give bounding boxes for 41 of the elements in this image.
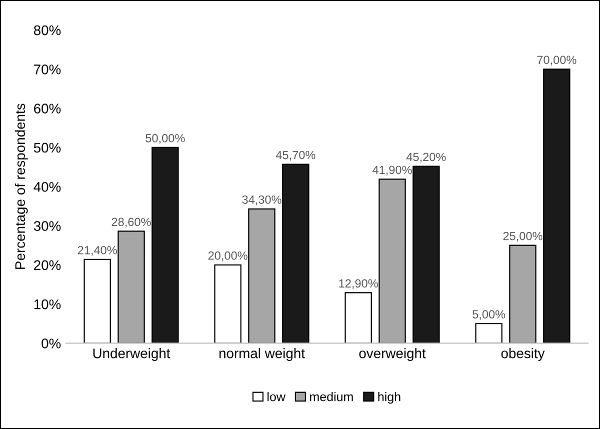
y-tick-label: 70% — [34, 64, 61, 74]
y-axis-title: Percentage of respondents — [14, 104, 28, 269]
y-tick-label: 40% — [34, 182, 61, 192]
data-label: 21,40% — [78, 246, 117, 256]
bar — [214, 264, 242, 344]
y-tick-label: 60% — [34, 104, 61, 114]
data-label: 25,00% — [503, 232, 542, 242]
legend-label: high — [378, 392, 400, 404]
y-tick-label: 10% — [34, 299, 61, 310]
bar — [543, 68, 570, 344]
bar — [118, 230, 145, 344]
bar — [475, 323, 502, 344]
y-tick-label: 50% — [34, 142, 61, 153]
legend-label: medium — [310, 392, 353, 402]
y-tick-label: 80% — [34, 25, 61, 36]
bar — [248, 208, 276, 344]
bar — [84, 258, 111, 344]
x-tick-label: normal weight — [219, 348, 305, 362]
data-label: 45,70% — [276, 150, 316, 161]
y-tick-label: 0% — [42, 338, 61, 348]
bar — [412, 166, 440, 344]
data-label: 45,20% — [406, 152, 446, 163]
data-label: 12,90% — [339, 279, 378, 289]
bar — [378, 178, 406, 344]
data-label: 70,00% — [537, 56, 576, 66]
legend-label: low — [268, 392, 286, 402]
data-label: 34,30% — [242, 195, 282, 206]
x-tick-label: Underweight — [93, 348, 170, 362]
x-tick-label: overweight — [359, 348, 426, 362]
data-label: 5,00% — [472, 310, 506, 320]
data-label: 28,60% — [112, 218, 151, 228]
y-tick-label: 30% — [34, 221, 61, 231]
data-label: 41,90% — [372, 166, 412, 176]
bar — [344, 292, 372, 344]
bar — [509, 244, 536, 344]
x-tick-label: obesity — [501, 348, 545, 362]
data-label: 50,00% — [146, 134, 185, 144]
data-label: 20,00% — [208, 251, 248, 262]
y-tick-label: 20% — [34, 260, 61, 270]
bar — [152, 146, 179, 344]
bar — [282, 164, 310, 344]
